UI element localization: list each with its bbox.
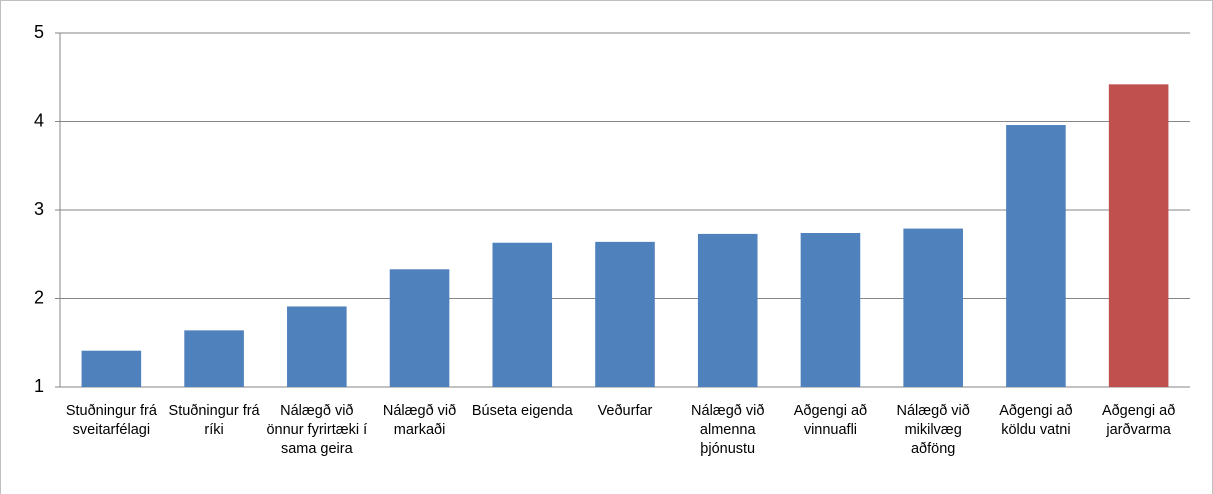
bar — [287, 306, 347, 387]
bar — [903, 228, 963, 387]
y-tick-label: 5 — [34, 22, 44, 42]
y-tick-label: 3 — [34, 199, 44, 219]
x-tick-label: Nálægð við önnur fyrirtæki í sama geira — [266, 403, 368, 457]
x-tick-label: Búseta eigenda — [471, 403, 573, 419]
bar — [492, 242, 553, 387]
bar — [1006, 125, 1066, 387]
x-tick-label: Aðgengi að köldu vatni — [999, 403, 1073, 438]
x-tick-label: Nálægð við almenna þjónustu — [691, 403, 765, 457]
bar — [81, 350, 142, 387]
bar — [595, 241, 655, 387]
y-tick-label: 4 — [34, 110, 44, 130]
x-tick-label: Nálægð við mikilvæg aðföng — [896, 403, 970, 457]
bar — [697, 233, 758, 387]
bar — [1108, 84, 1169, 387]
x-tick-label: Veðurfar — [597, 403, 653, 419]
bar — [389, 269, 450, 387]
bar — [184, 330, 244, 387]
x-tick-label: Nálægð við markaði — [382, 403, 457, 438]
x-tick-label: Stuðningur frá sveitarfélagi — [65, 403, 157, 438]
bar — [800, 233, 861, 387]
x-tick-label: Stuðningur frá ríki — [168, 403, 260, 438]
y-tick-label: 2 — [34, 287, 44, 307]
y-tick-label: 1 — [34, 376, 44, 396]
x-tick-label: Aðgengi að vinnuafli — [793, 403, 868, 438]
x-tick-label: Aðgengi að jarðvarma — [1101, 403, 1176, 438]
